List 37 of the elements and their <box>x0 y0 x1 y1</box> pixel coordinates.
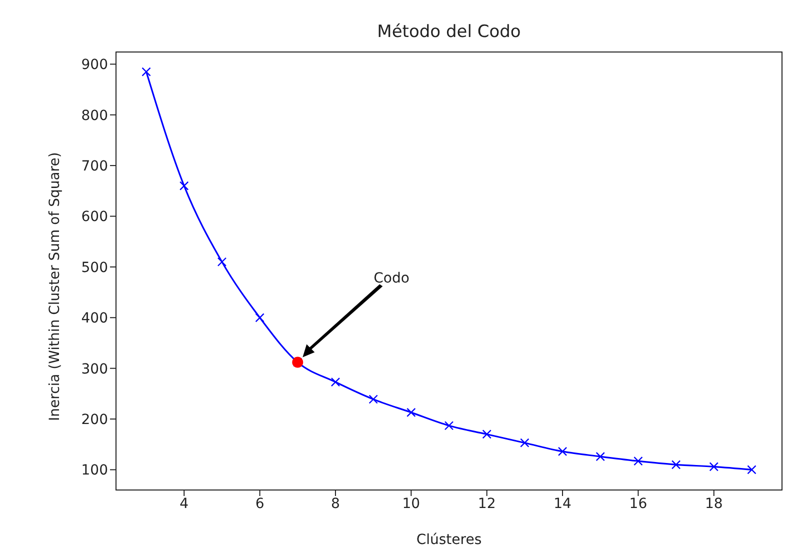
point <box>368 394 378 404</box>
point <box>142 67 151 76</box>
y-tick-label: 200 <box>81 412 108 428</box>
chart-title: Método del Codo <box>376 22 522 42</box>
point <box>330 377 340 387</box>
y-tick-label: 500 <box>81 260 108 276</box>
point <box>444 421 454 430</box>
y-axis-title: Inercia (Within Cluster Sum of Square) <box>46 152 63 421</box>
x-tick-label: 18 <box>704 496 723 512</box>
x-tick-label: 14 <box>554 496 572 512</box>
point <box>558 446 568 456</box>
x-tick-label: 16 <box>629 496 648 512</box>
x-axis-title: Clústeres <box>416 532 482 548</box>
x-tick-label: 10 <box>402 496 420 512</box>
y-tick-label: 800 <box>81 108 108 124</box>
point <box>709 462 718 472</box>
y-tick-label: 900 <box>81 57 108 74</box>
point <box>180 181 189 190</box>
point <box>634 456 643 466</box>
y-tick-label: 300 <box>81 361 108 378</box>
x-tick-label: 8 <box>331 496 340 512</box>
point <box>596 452 605 462</box>
point <box>482 430 492 439</box>
point <box>217 257 227 266</box>
point <box>520 438 530 448</box>
point <box>406 408 416 418</box>
point <box>671 460 681 470</box>
x-tick-label: 12 <box>478 496 496 512</box>
point <box>747 465 756 474</box>
x-tick-label: 6 <box>255 496 264 512</box>
y-tick-label: 400 <box>81 310 108 327</box>
annotation: Codo <box>374 270 410 286</box>
y-tick-label: 100 <box>81 462 108 479</box>
y-tick-label: 600 <box>81 209 108 226</box>
x-tick-label: 4 <box>180 496 189 512</box>
y-tick-label: 700 <box>81 158 108 175</box>
point <box>255 313 264 322</box>
